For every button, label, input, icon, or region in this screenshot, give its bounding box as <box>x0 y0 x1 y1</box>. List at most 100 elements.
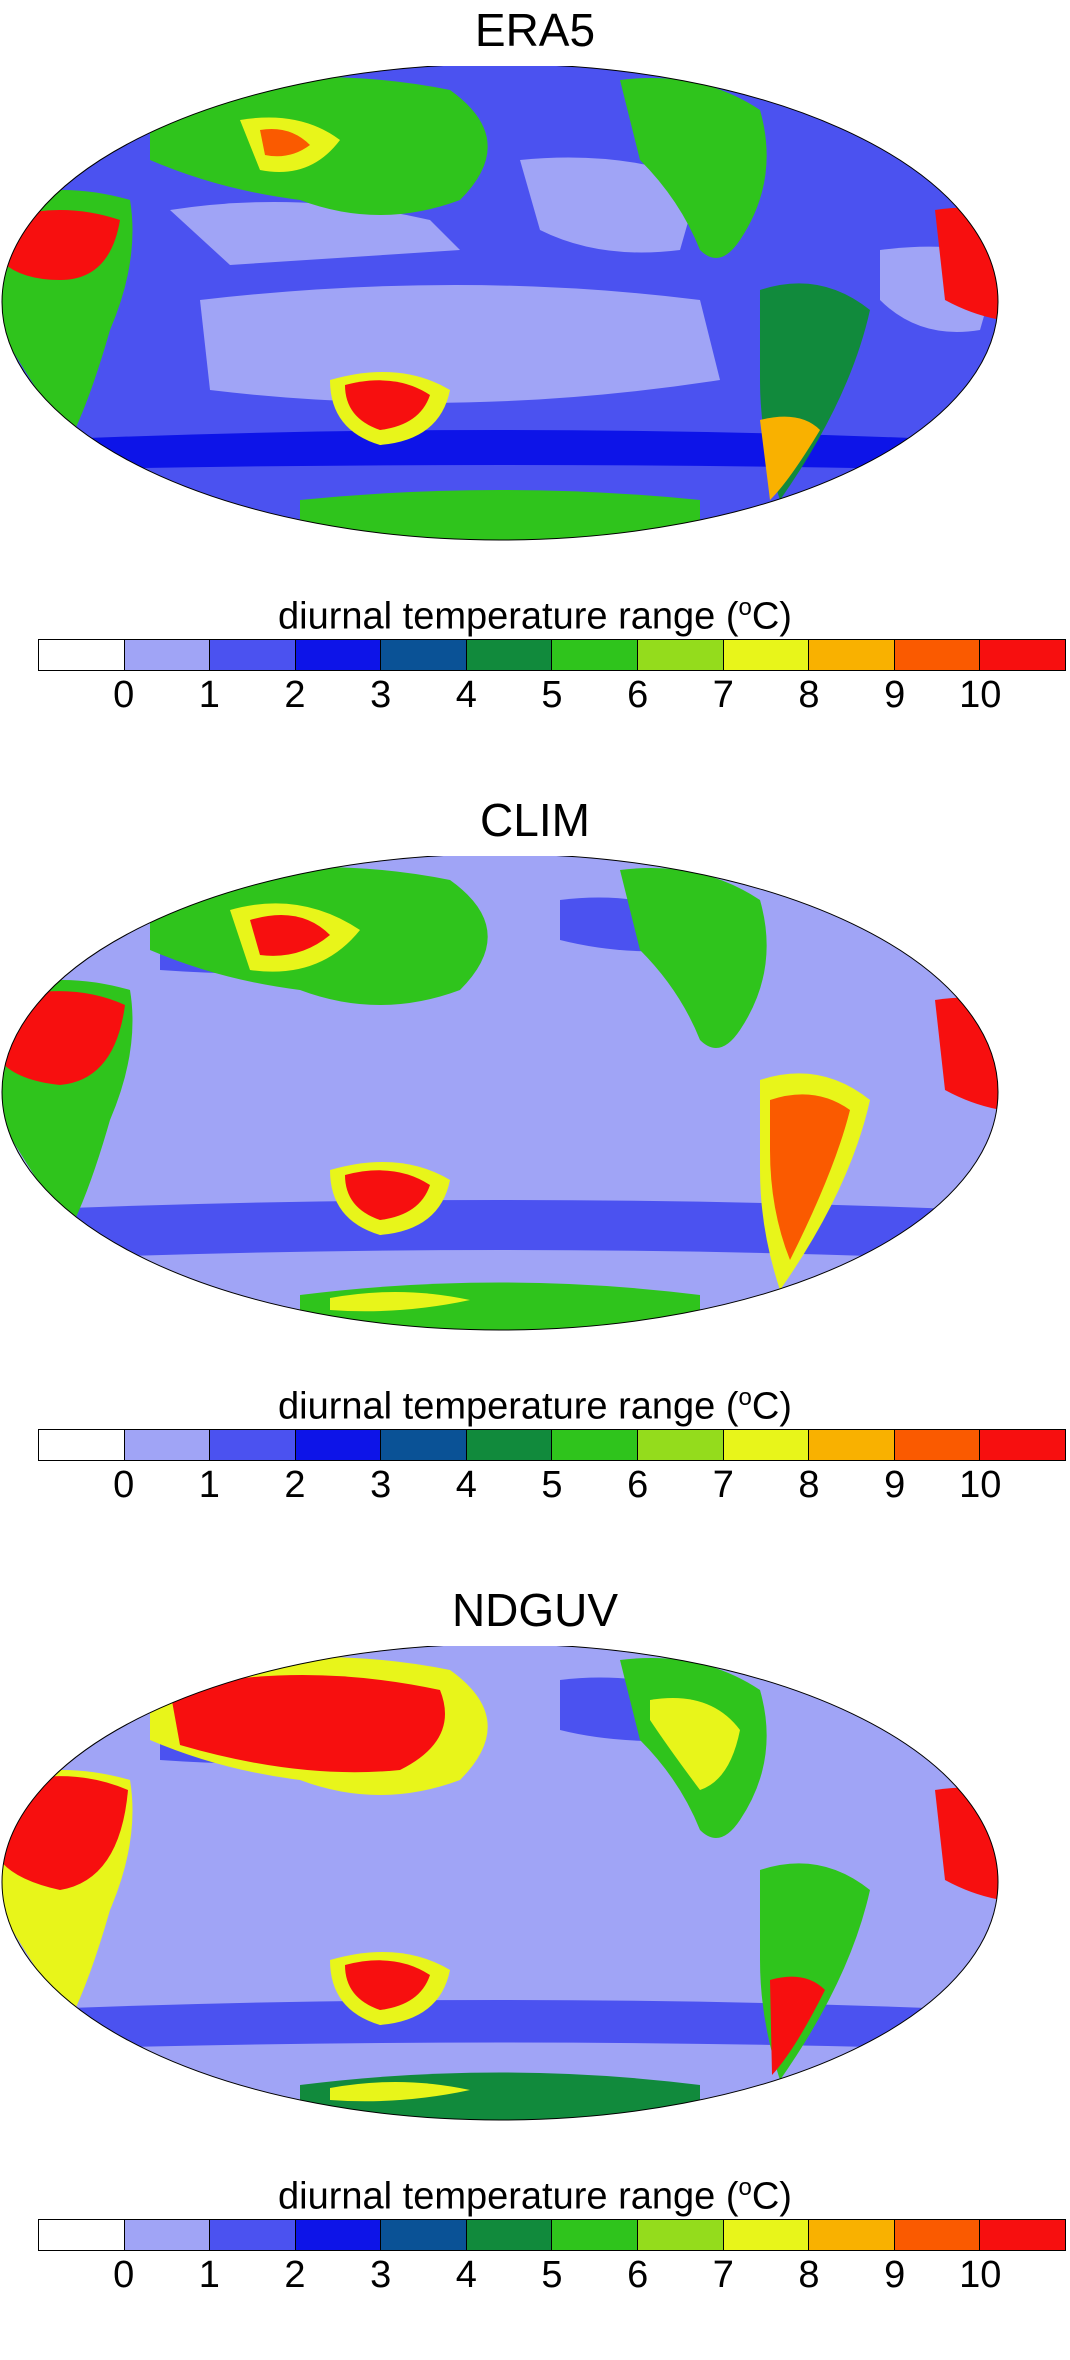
colorbar-swatch <box>295 1430 382 1460</box>
colorbar-title: diurnal temperature range (oC) <box>278 594 792 638</box>
colorbar-swatch <box>466 640 553 670</box>
colorbar-swatch <box>638 2220 724 2250</box>
colorbar-tick: 3 <box>370 1464 392 1506</box>
colorbar-swatch <box>210 1430 296 1460</box>
colorbar <box>38 2219 1066 2251</box>
panel-title: CLIM <box>480 794 590 846</box>
colorbar-tick: 9 <box>884 2254 906 2296</box>
colorbar-tick: 4 <box>455 2254 477 2296</box>
map-border <box>1 66 999 541</box>
colorbar-tick: 8 <box>798 2254 820 2296</box>
colorbar-swatch <box>723 640 810 670</box>
colorbar-swatch <box>980 1430 1065 1460</box>
colorbar-tick: 10 <box>959 1464 1002 1506</box>
panel-title: NDGUV <box>451 1584 619 1636</box>
colorbar-swatch <box>295 640 382 670</box>
colorbar-swatch <box>210 640 296 670</box>
australia-hot <box>345 1170 430 1220</box>
colorbar-tick: 7 <box>712 1464 734 1506</box>
colorbar-swatch <box>552 1430 639 1460</box>
colorbar-swatch <box>295 2220 382 2250</box>
colorbar-tick: 9 <box>884 1464 906 1506</box>
land-hot <box>260 129 310 157</box>
colorbar-tick: 9 <box>884 674 906 716</box>
colorbar-tick: 6 <box>627 1464 649 1506</box>
land-hot <box>770 1976 825 2075</box>
australia-hot <box>345 1960 430 2010</box>
antarctica <box>300 1282 700 1330</box>
dtr-map <box>1 66 999 541</box>
colorbar-tick: 10 <box>959 674 1002 716</box>
land-hot <box>760 416 820 500</box>
sahara-hot <box>2 210 120 280</box>
dtr-map <box>1 1646 999 2121</box>
colorbar-tick: 8 <box>798 674 820 716</box>
colorbar-tick: 6 <box>627 674 649 716</box>
colorbar-swatch <box>638 640 724 670</box>
colorbar-tick: 7 <box>712 674 734 716</box>
colorbar-swatch <box>210 2220 296 2250</box>
colorbar-swatch <box>466 1430 553 1460</box>
antarctica-warm <box>330 1291 470 1312</box>
antarctica <box>300 2072 700 2120</box>
colorbar-tick: 4 <box>455 674 477 716</box>
sahara-hot <box>2 1776 128 1890</box>
colorbar-tick: 0 <box>113 1464 135 1506</box>
colorbar-tick: 1 <box>198 1464 220 1506</box>
colorbar-swatch <box>552 2220 639 2250</box>
dtr-map <box>1 856 999 1331</box>
colorbar-tick: 8 <box>798 1464 820 1506</box>
colorbar-swatch <box>124 1430 211 1460</box>
colorbar-tick: 3 <box>370 674 392 716</box>
colorbar-tick: 7 <box>712 2254 734 2296</box>
panel-clim: CLIM <box>0 790 1070 1570</box>
north-america-land <box>620 868 767 1048</box>
colorbar-swatch <box>980 640 1065 670</box>
colorbar-swatch <box>723 2220 810 2250</box>
colorbar-swatch <box>894 640 981 670</box>
ocean-light-band <box>200 285 720 403</box>
southern-ocean-band <box>20 1200 980 1260</box>
colorbar-tick: 2 <box>284 2254 306 2296</box>
colorbar-tick: 0 <box>113 674 135 716</box>
colorbar-swatch <box>552 640 639 670</box>
colorbar-swatch <box>894 1430 981 1460</box>
colorbar-swatch <box>39 2220 125 2250</box>
colorbar-tick: 0 <box>113 2254 135 2296</box>
colorbar-tick: 10 <box>959 2254 1002 2296</box>
colorbar-swatch <box>638 1430 724 1460</box>
ocean-light-band <box>170 202 460 265</box>
antarctica <box>300 490 700 540</box>
colorbar-swatch <box>466 2220 553 2250</box>
colorbar-swatch <box>124 640 211 670</box>
colorbar-swatch <box>39 640 125 670</box>
colorbar-tick: 1 <box>198 2254 220 2296</box>
panel-ndguv: NDGUV <box>0 1580 1070 2360</box>
colorbar-swatch <box>381 1430 467 1460</box>
colorbar <box>38 1429 1066 1461</box>
colorbar-title: diurnal temperature range (oC) <box>278 2174 792 2218</box>
southern-ocean-band <box>20 2000 980 2050</box>
colorbar-tick: 5 <box>541 1464 563 1506</box>
colorbar-tick: 6 <box>627 2254 649 2296</box>
figure: ERA5 <box>0 0 1070 2296</box>
colorbar-swatch <box>809 640 895 670</box>
colorbar-tick: 4 <box>455 1464 477 1506</box>
colorbar-swatch <box>381 2220 467 2250</box>
panel-era5: ERA5 <box>0 0 1070 780</box>
colorbar-swatch <box>980 2220 1065 2250</box>
land-hot <box>770 1094 850 1260</box>
colorbar-swatch <box>894 2220 981 2250</box>
land-hot <box>250 915 330 956</box>
land-hot <box>170 1675 445 1773</box>
antarctica-warm <box>330 2081 470 2102</box>
colorbar-ticks: 0 1 2 3 4 5 6 7 8 9 10 <box>38 1461 1066 1511</box>
australia-hot <box>345 380 430 430</box>
ocean-light-band <box>520 157 700 253</box>
colorbar-tick: 3 <box>370 2254 392 2296</box>
colorbar-swatch <box>723 1430 810 1460</box>
panel-title: ERA5 <box>474 4 596 56</box>
colorbar-swatch <box>124 2220 211 2250</box>
colorbar-ticks: 0 1 2 3 4 5 6 7 8 9 10 <box>38 671 1066 721</box>
colorbar-title: diurnal temperature range (oC) <box>278 1384 792 1428</box>
